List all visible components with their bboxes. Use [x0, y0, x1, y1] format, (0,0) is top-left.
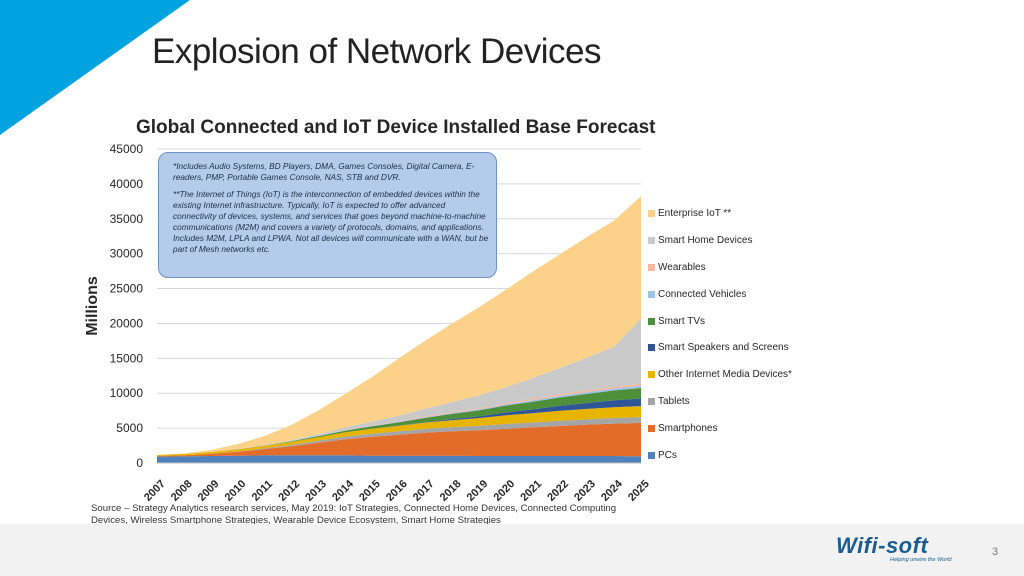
x-tick-label: 2021 — [518, 478, 544, 504]
chart-title: Global Connected and IoT Device Installe… — [136, 117, 656, 138]
legend-label: Wearables — [658, 262, 706, 273]
area-series-tablets — [157, 417, 641, 456]
chart-note-paragraph-1: *Includes Audio Systems, BD Players, DMA… — [173, 161, 475, 182]
x-tick-label: 2012 — [276, 478, 302, 504]
x-tick-label: 2011 — [250, 478, 275, 503]
x-tick-label: 2009 — [196, 478, 222, 504]
logo-text: Wifi-soft — [836, 533, 929, 558]
x-tick-label: 2024 — [599, 477, 625, 503]
y-tick-label: 0 — [136, 456, 143, 470]
footer-bar — [0, 524, 1024, 576]
legend-swatch — [648, 264, 655, 271]
y-tick-label: 20000 — [110, 316, 144, 330]
legend-swatch — [648, 210, 655, 217]
y-tick-label: 30000 — [110, 247, 144, 261]
legend-label: Smart Speakers and Screens — [658, 342, 789, 353]
x-tick-label: 2014 — [330, 477, 356, 503]
x-tick-label: 2008 — [169, 478, 195, 504]
legend-swatch — [648, 237, 655, 244]
y-tick-label: 45000 — [110, 142, 144, 156]
y-tick-label: 10000 — [110, 386, 144, 400]
legend-swatch — [648, 371, 655, 378]
x-tick-label: 2007 — [142, 478, 168, 504]
legend-swatch — [648, 398, 655, 405]
x-tick-label: 2020 — [492, 478, 518, 504]
legend-label: Connected Vehicles — [658, 289, 747, 300]
legend-label: Tablets — [658, 396, 690, 407]
y-tick-label: 25000 — [110, 282, 144, 296]
legend-label: Enterprise IoT ** — [658, 208, 732, 219]
legend-label: PCs — [658, 450, 677, 461]
page-number: 3 — [992, 546, 999, 558]
x-tick-label: 2018 — [438, 478, 464, 504]
x-tick-label: 2025 — [626, 478, 652, 504]
area-series-other-internet-media-devices — [157, 406, 641, 456]
slide-title: Explosion of Network Devices — [152, 32, 601, 71]
area-series-smart-home-devices — [157, 318, 641, 455]
area-series-smart-tvs — [157, 388, 641, 455]
y-tick-label: 5000 — [116, 421, 143, 435]
area-series-enterprise-iot — [157, 196, 641, 455]
chart-note-box: *Includes Audio Systems, BD Players, DMA… — [158, 152, 497, 278]
chart-source: Source – Strategy Analytics research ser… — [91, 503, 617, 525]
logo-tagline: Helping unwire the World — [890, 557, 952, 563]
legend-swatch — [648, 425, 655, 432]
legend-swatch — [648, 291, 655, 298]
x-tick-label: 2010 — [223, 478, 249, 504]
area-series-smart-speakers-and-screens — [157, 398, 641, 455]
x-tick-label: 2022 — [545, 478, 571, 504]
legend-label: Smart Home Devices — [658, 235, 753, 246]
legend-swatch — [648, 344, 655, 351]
area-series-wearables — [157, 383, 641, 455]
legend-swatch — [648, 318, 655, 325]
y-tick-label: 15000 — [110, 351, 144, 365]
legend-label: Other Internet Media Devices* — [658, 369, 792, 380]
x-tick-label: 2015 — [357, 478, 383, 504]
corner-accent — [0, 0, 190, 135]
x-tick-label: 2016 — [384, 478, 410, 504]
x-tick-label: 2019 — [465, 478, 491, 504]
y-tick-label: 40000 — [110, 177, 144, 191]
x-tick-label: 2017 — [411, 478, 437, 504]
y-axis-title: Millions — [84, 276, 101, 336]
chart-legend: Enterprise IoT ** Smart Home Devices Wea… — [648, 208, 818, 468]
area-series-pcs — [157, 455, 641, 463]
legend-label: Smart TVs — [658, 316, 706, 327]
wifisoft-logo: Wifi-soft Helping unwire the World — [836, 533, 951, 567]
legend-swatch — [648, 452, 655, 459]
chart-note-paragraph-2: **The Internet of Things (IoT) is the in… — [173, 189, 489, 254]
legend-label: Smartphones — [658, 423, 718, 434]
area-series-connected-vehicles — [157, 385, 641, 455]
y-tick-label: 35000 — [110, 212, 144, 226]
x-tick-label: 2013 — [303, 478, 329, 504]
x-tick-label: 2023 — [572, 478, 598, 504]
area-series-smartphones — [157, 422, 641, 457]
